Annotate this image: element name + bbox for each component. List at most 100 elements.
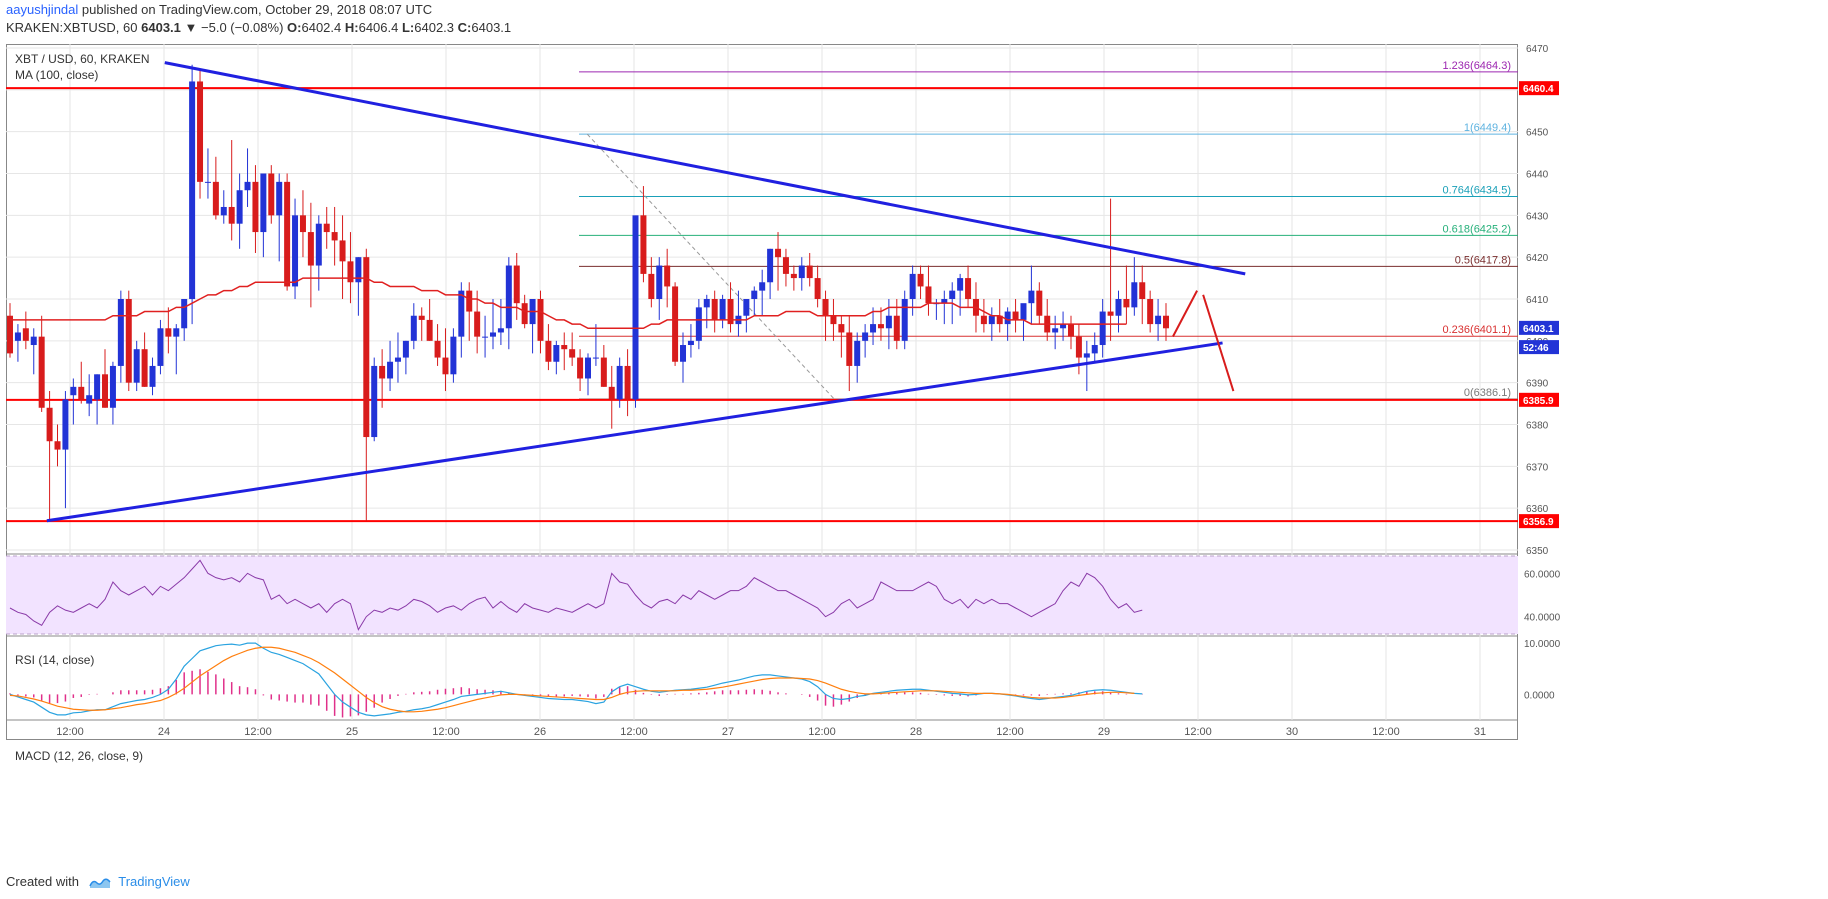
author-link[interactable]: aayushjindal [6, 2, 79, 17]
candle-body [276, 181, 283, 216]
candle-body [339, 240, 346, 262]
high-value: 6406.4 [358, 20, 399, 35]
x-tick-label: 12:00 [996, 726, 1024, 738]
candle-body [656, 265, 663, 299]
y-tick-label: 6380 [1526, 421, 1549, 432]
candle-body [870, 324, 877, 333]
candle-body [109, 365, 116, 408]
fib-anchor-line [586, 133, 835, 400]
macd-tick-label: 10.0000 [1524, 639, 1561, 650]
candle-body [268, 173, 275, 216]
signal-line [9, 646, 1135, 713]
candle-body [1060, 324, 1067, 329]
rsi-legend: RSI (14, close) [15, 653, 95, 667]
x-tick-label: 12:00 [1184, 726, 1212, 738]
fib-label: 1(6449.4) [1464, 122, 1511, 134]
candle-body [569, 349, 576, 358]
change-text: −5.0 (−0.08%) [201, 20, 284, 35]
x-tick-label: 31 [1474, 726, 1486, 738]
close-label: C: [457, 20, 472, 35]
candle-body [197, 81, 204, 182]
chart-frame [6, 44, 1518, 740]
last-price: 6403.1 [141, 20, 181, 35]
candle-body [553, 345, 560, 362]
candle-body [585, 357, 591, 379]
candle-body [830, 315, 837, 325]
candle-body [782, 257, 789, 274]
candle-body [371, 365, 378, 438]
y-tick-label: 6430 [1526, 211, 1549, 222]
candle-body [307, 232, 314, 266]
candle-body [513, 265, 520, 304]
footer: Created with TradingView [6, 874, 190, 889]
candle-body [1123, 299, 1130, 308]
candle-body [252, 181, 259, 233]
candle-body [1163, 315, 1169, 329]
price-chart[interactable]: 12:00 24 12:00 25 12:00 26 12:00 27 12:00 28 12:00… [6, 44, 1822, 870]
candle-body [299, 215, 306, 233]
candle-body [648, 273, 655, 299]
fib-label: 0(6386.1) [1464, 387, 1511, 399]
candle-body [577, 357, 584, 379]
candle-body [616, 365, 623, 400]
candle-body [893, 315, 900, 341]
candle-body [117, 299, 124, 366]
candle-body [949, 290, 956, 299]
candle-body [38, 336, 45, 408]
candle-body [917, 273, 924, 287]
y-tick-label: 6450 [1526, 128, 1549, 139]
candle-body [775, 248, 782, 258]
tradingview-logo-icon [88, 878, 111, 888]
trendline [46, 341, 1223, 523]
candle-body [727, 299, 734, 325]
candle-body [157, 328, 164, 366]
candle-body [640, 215, 647, 274]
candle-body [1091, 345, 1098, 354]
tradingview-link[interactable]: TradingView [118, 874, 190, 889]
x-tick-label: 12:00 [56, 726, 84, 738]
candle-body [426, 319, 433, 341]
x-tick-label: 29 [1098, 726, 1110, 738]
price-tag-label: 6385.9 [1523, 396, 1554, 407]
price-tag-label: 6403.1 [1523, 324, 1554, 335]
y-tick-label: 6440 [1526, 170, 1549, 181]
rsi-band [6, 556, 1518, 634]
candle-body [632, 215, 639, 400]
candle-body [854, 340, 861, 366]
y-tick-label: 6350 [1526, 546, 1549, 557]
low-value: 6402.3 [414, 20, 455, 35]
published-text: published on TradingView.com, October 29… [81, 2, 433, 17]
created-with-text: Created with [6, 874, 79, 889]
close-value: 6403.1 [471, 20, 512, 35]
candle-body [759, 282, 766, 291]
price-tag [1519, 392, 1559, 407]
candle-body [624, 365, 631, 400]
candle-body [458, 290, 465, 337]
candle-body [980, 315, 987, 325]
x-tick-label: 12:00 [1372, 726, 1400, 738]
candle-body [489, 332, 496, 337]
candle-body [212, 181, 219, 216]
price-tag-label: 52:46 [1523, 343, 1549, 354]
candle-body [996, 315, 1003, 325]
candle-body [537, 299, 544, 341]
candle-body [822, 299, 829, 316]
x-tick-label: 12:00 [244, 726, 272, 738]
candle-body [719, 299, 726, 320]
candle-body [1012, 311, 1019, 320]
candle-body [862, 332, 869, 341]
candle-body [1067, 324, 1074, 337]
candle-body [672, 286, 679, 362]
candle-body [86, 395, 93, 404]
candle-body [561, 345, 568, 350]
candle-body [94, 374, 101, 400]
fib-label: 1.236(6464.3) [1443, 60, 1512, 72]
candle-body [394, 357, 401, 362]
candle-body [244, 181, 251, 191]
candle-body [1028, 290, 1035, 304]
x-tick-label: 12:00 [432, 726, 460, 738]
open-value: 6402.4 [301, 20, 342, 35]
candle-body [466, 290, 473, 312]
candle-body [363, 257, 370, 438]
candle-body [450, 336, 457, 375]
